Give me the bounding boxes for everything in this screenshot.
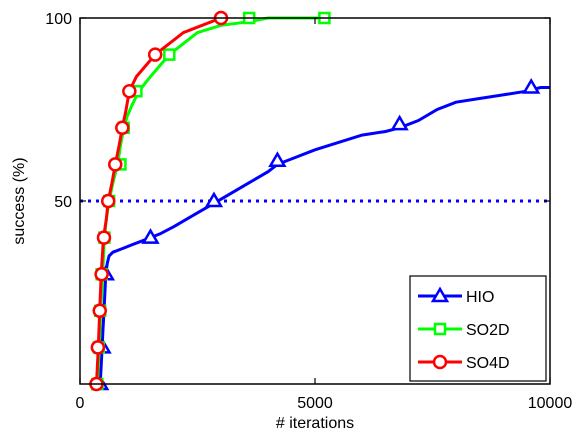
axes-layer: 0 5000 10000 50 100 xyxy=(45,11,572,412)
data-point-hio-7 xyxy=(522,78,541,94)
legend-label-so4d: SO4D xyxy=(466,355,510,372)
legend-label-hio: HIO xyxy=(466,289,494,306)
y-tick-label-1: 100 xyxy=(45,11,72,28)
data-point-so4d-7 xyxy=(115,120,130,136)
legend-marker-so2d xyxy=(433,322,447,336)
data-point-so4d-6 xyxy=(108,157,123,172)
data-point-so4d-4 xyxy=(96,230,112,245)
legend-label-so2d: SO2D xyxy=(466,322,510,339)
data-point-so4d-1 xyxy=(90,340,106,355)
data-point-so4d-5 xyxy=(100,193,116,209)
y-axis-label: success (%) xyxy=(11,157,28,244)
x-tick-label-0: 0 xyxy=(76,395,85,412)
data-point-hio-3 xyxy=(141,228,160,244)
data-point-so2d-9 xyxy=(163,48,176,61)
x-tick-label-1: 5000 xyxy=(297,395,333,412)
data-point-hio-6 xyxy=(390,114,409,131)
data-point-so4d-2 xyxy=(92,303,107,319)
legend-marker-hio xyxy=(430,286,450,303)
data-point-so4d-9 xyxy=(147,47,163,62)
series-line-so4d xyxy=(95,16,222,385)
x-axis-label: # iterations xyxy=(276,415,354,432)
legend: HIO SO2D SO4D xyxy=(409,275,547,382)
data-point-so4d-8 xyxy=(122,83,137,99)
x-tick-label-2: 10000 xyxy=(528,395,573,412)
data-point-hio-4 xyxy=(204,191,224,208)
data-point-so4d-3 xyxy=(94,266,109,282)
y-tick-label-0: 50 xyxy=(54,194,72,211)
legend-marker-so4d xyxy=(432,354,448,370)
data-point-hio-5 xyxy=(268,151,287,167)
